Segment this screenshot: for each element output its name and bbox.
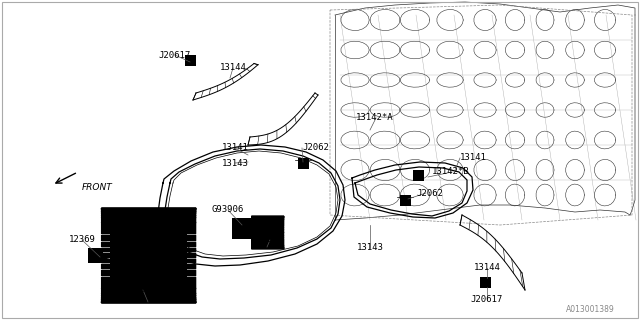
Text: 12305: 12305 <box>129 285 156 294</box>
Text: G93906: G93906 <box>212 205 244 214</box>
Text: J2062: J2062 <box>416 188 443 197</box>
Text: FRONT: FRONT <box>82 182 113 191</box>
Text: A013001389: A013001389 <box>566 306 614 315</box>
Text: 13143: 13143 <box>221 158 248 167</box>
Text: J2062: J2062 <box>302 143 329 153</box>
Text: 13143: 13143 <box>356 244 383 252</box>
Text: 12339: 12339 <box>257 236 284 244</box>
Text: 12369: 12369 <box>68 236 95 244</box>
Text: J20617: J20617 <box>471 295 503 305</box>
Text: 13142*B: 13142*B <box>432 167 470 177</box>
Text: 13144: 13144 <box>474 263 500 273</box>
Text: J20617: J20617 <box>159 51 191 60</box>
Text: 13141: 13141 <box>460 154 487 163</box>
Text: 13144: 13144 <box>220 63 246 73</box>
Text: 13142*A: 13142*A <box>356 114 394 123</box>
Text: 13141: 13141 <box>221 143 248 153</box>
